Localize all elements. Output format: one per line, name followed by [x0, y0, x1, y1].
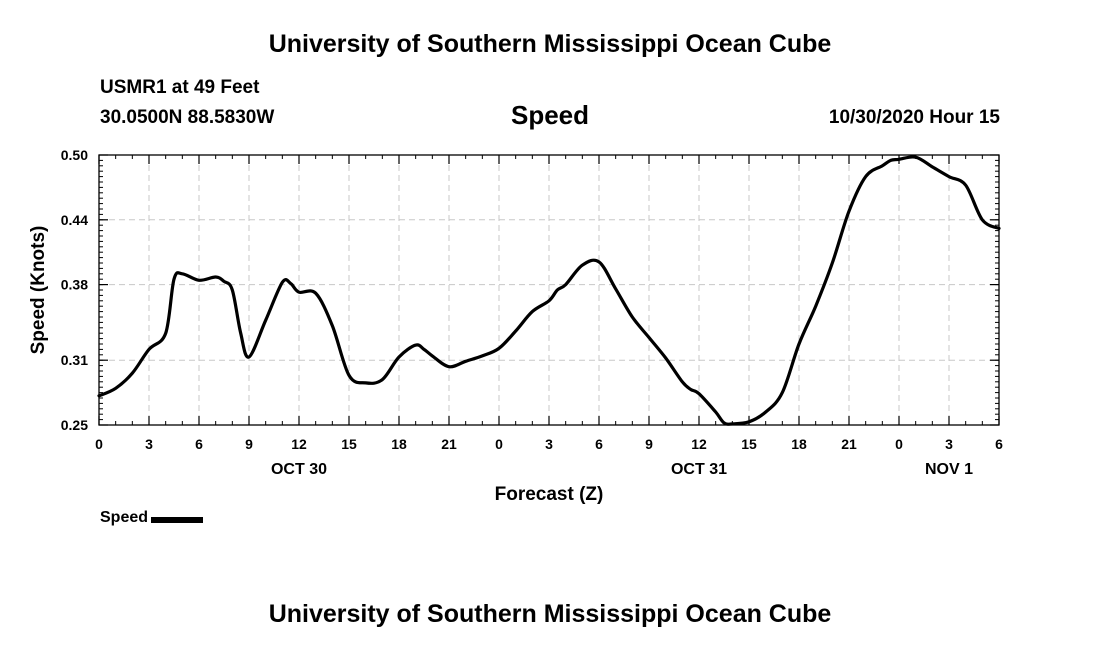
legend-label: Speed	[100, 509, 149, 526]
legend-swatch	[151, 516, 204, 523]
x-tick-label: 21	[441, 436, 457, 452]
footer-title: University of Southern Mississippi Ocean…	[268, 600, 832, 628]
x-tick-label: 3	[545, 436, 553, 452]
x-tick-label: 12	[291, 436, 307, 452]
x-tick-label: 6	[995, 436, 1003, 452]
chart-title: Speed	[510, 100, 590, 130]
y-axis-label: Speed (Knots)	[28, 226, 49, 355]
x-tick-label: 15	[341, 436, 357, 452]
coordinates-label: 30.0500N 88.5830W	[100, 107, 275, 128]
speed-series-line	[97, 155, 1001, 426]
y-tick-label: 0.25	[61, 417, 88, 433]
x-tick-label: 9	[645, 436, 653, 452]
x-tick-label: 0	[95, 436, 103, 452]
x-tick-label: 0	[895, 436, 903, 452]
y-tick-label: 0.44	[61, 212, 88, 228]
x-tick-label: 9	[245, 436, 253, 452]
x-day-label: OCT 31	[671, 461, 727, 478]
x-axis-label: Forecast (Z)	[495, 484, 604, 505]
y-tick-label: 0.31	[61, 352, 88, 368]
station-label: USMR1 at 49 Feet	[100, 77, 260, 98]
x-tick-label: 3	[145, 436, 153, 452]
x-tick-label: 18	[391, 436, 407, 452]
x-tick-label: 12	[691, 436, 707, 452]
x-day-label: NOV 1	[925, 461, 973, 478]
x-tick-label: 21	[841, 436, 857, 452]
x-tick-label: 15	[741, 436, 757, 452]
y-tick-label: 0.50	[61, 147, 88, 163]
x-tick-label: 0	[495, 436, 503, 452]
legend: Speed	[100, 509, 204, 527]
y-tick-label: 0.38	[61, 277, 88, 293]
datetime-label: 10/30/2020 Hour 15	[828, 107, 1000, 128]
x-tick-label: 18	[791, 436, 807, 452]
x-day-label: OCT 30	[271, 461, 327, 478]
x-tick-label: 6	[195, 436, 203, 452]
x-tick-label: 6	[595, 436, 603, 452]
plot-frame	[98, 154, 1000, 426]
page-title: University of Southern Mississippi Ocean…	[268, 30, 832, 58]
x-tick-label: 3	[945, 436, 953, 452]
